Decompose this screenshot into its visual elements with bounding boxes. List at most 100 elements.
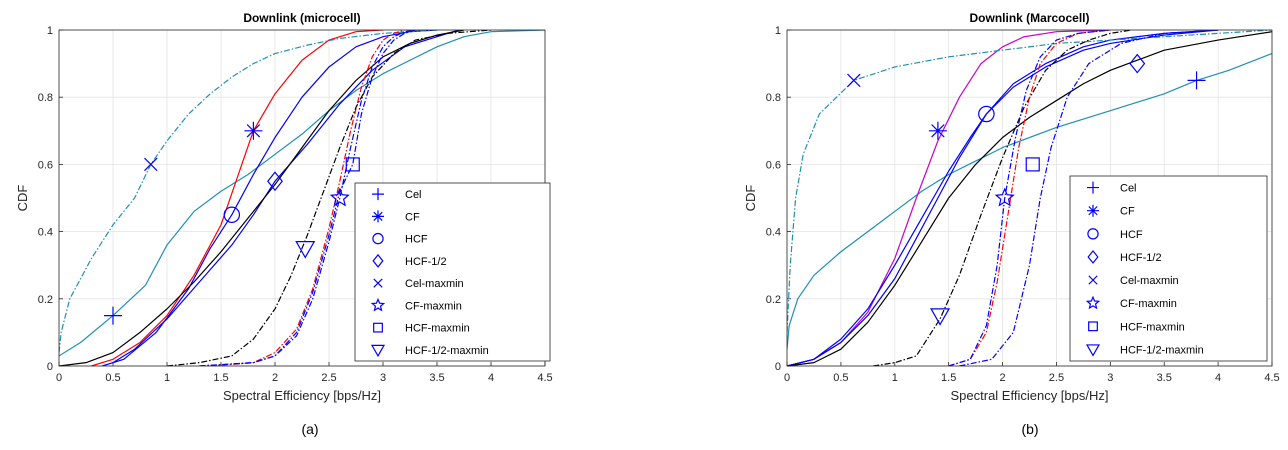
x-tick-label: 4.5 xyxy=(1264,372,1279,384)
y-tick-label: 0 xyxy=(775,361,781,373)
legend-marker-star xyxy=(1085,295,1101,310)
legend-label: HCF-maxmin xyxy=(405,323,470,335)
legend-marker-asterisk xyxy=(372,210,384,223)
series-marker-square xyxy=(345,157,360,172)
series-line-9 xyxy=(959,30,1219,366)
legend-marker-circle xyxy=(372,232,384,245)
series-line-5 xyxy=(59,30,438,353)
legend-marker-diamond xyxy=(372,253,384,268)
series-marker-circle xyxy=(978,105,995,123)
series-line-5 xyxy=(787,30,1272,333)
y-tick-label: 1 xyxy=(775,25,781,37)
series-marker-circle xyxy=(223,206,241,224)
x-tick-label: 3.5 xyxy=(429,372,444,384)
x-tick-label: 3.5 xyxy=(1157,372,1172,384)
y-tick-label: 0.4 xyxy=(38,227,53,239)
legend-marker-cross xyxy=(1088,275,1098,285)
panel-b-caption: (b) xyxy=(1021,421,1038,437)
series-line-3 xyxy=(787,30,1219,366)
x-tick-label: 0.5 xyxy=(105,372,120,384)
legend-label: CF xyxy=(405,211,420,223)
legend-label: Cel-maxmin xyxy=(405,278,464,290)
x-tick-label: 0 xyxy=(784,372,790,384)
legend-label: HCF-1/2-maxmin xyxy=(405,345,489,357)
series-line-8 xyxy=(948,30,1111,366)
chart-panel-a: 0 0.5 1 1.5 2 2.5 3 3.5 4 4.5 0 0.2 0.4 0.6 0.8 1 Downli… xyxy=(15,11,553,403)
series-line-7 xyxy=(210,30,405,366)
legend: Cel CF HCF HCF-1/2 Cel-maxmin CF-maxmin HCF-ma… xyxy=(354,182,551,362)
legend-label: CF-maxmin xyxy=(405,300,462,312)
legend-label: HCF-1/2 xyxy=(405,256,447,268)
series-marker-diamond xyxy=(1129,53,1146,74)
series-marker-asterisk xyxy=(244,121,263,140)
y-tick-label: 0.4 xyxy=(766,227,781,239)
series-line-4 xyxy=(787,31,1272,366)
x-tick-label: 3 xyxy=(380,372,386,384)
y-axis-label: CDF xyxy=(743,185,758,212)
series-group xyxy=(787,30,1272,366)
legend-label: Cel xyxy=(1120,183,1137,195)
legend-label: HCF-1/2-maxmin xyxy=(1120,344,1204,356)
legend: Cel CF HCF HCF-1/2 Cel-maxmin CF-maxmin HCF-ma… xyxy=(1069,175,1268,362)
legend-label: HCF-1/2 xyxy=(1120,252,1162,264)
x-tick-label: 2.5 xyxy=(1049,372,1064,384)
series-marker-asterisk xyxy=(928,121,947,140)
series-marker-cross xyxy=(144,157,158,172)
y-tick-label: 0 xyxy=(47,361,53,373)
panel-a-caption: (a) xyxy=(301,421,318,437)
series-marker-triangle-down xyxy=(295,241,316,259)
series-line-0 xyxy=(787,52,1272,350)
series-line-6 xyxy=(873,30,1132,366)
series-line-4 xyxy=(59,30,465,366)
series-marker-triangle-down xyxy=(930,308,951,326)
series-line-0 xyxy=(59,30,545,357)
chart-panel-b: 0 0.5 1 1.5 2 2.5 3 3.5 4 4.5 0 0.2 0.4 0.6 0.8 1 Downli… xyxy=(743,11,1280,403)
x-tick-label: 1.5 xyxy=(941,372,956,384)
legend-label: CF-maxmin xyxy=(1120,298,1177,310)
x-tick-label: 1.5 xyxy=(213,372,228,384)
legend-label: Cel-maxmin xyxy=(1120,275,1179,287)
y-tick-label: 0.8 xyxy=(766,92,781,104)
x-tick-label: 0 xyxy=(56,372,62,384)
chart-title: Downlink (microcell) xyxy=(243,11,360,25)
y-tick-label: 0.2 xyxy=(38,294,53,306)
x-tick-label: 2 xyxy=(999,372,1005,384)
y-tick-label: 0.8 xyxy=(38,92,53,104)
x-tick-label: 4 xyxy=(1215,372,1221,384)
x-tick-label: 4.5 xyxy=(537,372,552,384)
x-tick-label: 1 xyxy=(892,372,898,384)
series-marker-diamond xyxy=(267,171,283,192)
legend-label: CF xyxy=(1120,206,1135,218)
x-tick-label: 2.5 xyxy=(321,372,336,384)
legend-marker-plus xyxy=(1087,181,1099,194)
legend-marker-star xyxy=(370,297,386,312)
legend-label: Cel xyxy=(405,189,422,201)
legend-marker-square xyxy=(1088,321,1098,332)
y-tick-label: 0.6 xyxy=(38,159,53,171)
x-tick-label: 4 xyxy=(488,372,494,384)
legend-box xyxy=(1069,175,1268,362)
legend-label: HCF xyxy=(1120,229,1143,241)
legend-marker-circle xyxy=(1087,228,1099,240)
y-axis-label: CDF xyxy=(15,185,30,212)
legend-box xyxy=(354,182,551,362)
legend-marker-diamond xyxy=(1087,249,1099,264)
x-tick-label: 2 xyxy=(272,372,278,384)
legend-marker-square xyxy=(373,322,383,333)
legend-marker-triangle-down xyxy=(370,344,386,358)
series-marker-plus xyxy=(1187,71,1206,90)
series-line-7 xyxy=(948,30,1111,366)
chart-title: Downlink (Marcocell) xyxy=(969,11,1089,25)
legend-marker-triangle-down xyxy=(1085,344,1101,357)
legend-label: HCF-maxmin xyxy=(1120,321,1185,333)
x-tick-label: 3 xyxy=(1107,372,1113,384)
legend-marker-asterisk xyxy=(1087,204,1099,217)
x-axis-label: Spectral Efficiency [bps/Hz] xyxy=(951,388,1109,403)
series-line-8 xyxy=(199,30,416,366)
y-tick-label: 1 xyxy=(47,25,53,37)
series-line-2 xyxy=(102,30,438,366)
series-marker-star xyxy=(994,187,1015,207)
axes-box xyxy=(786,29,1273,367)
y-tick-label: 0.2 xyxy=(766,294,781,306)
